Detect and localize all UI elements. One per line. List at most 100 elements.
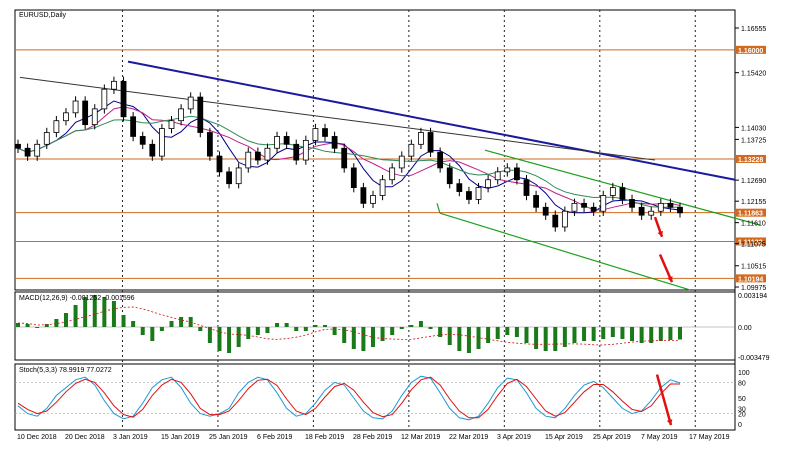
macd-bar	[111, 301, 116, 327]
macd-bar	[25, 324, 30, 327]
candle-body	[197, 96, 204, 133]
level-tag	[736, 45, 766, 54]
macd-bar	[534, 327, 539, 349]
candle-body	[379, 179, 386, 196]
macd-bar	[275, 323, 280, 327]
macd-bar	[668, 327, 673, 340]
candle-body	[561, 210, 568, 228]
candle-body	[322, 128, 328, 137]
price-tick-label: 1.12155	[741, 199, 766, 206]
macd-bar	[543, 327, 548, 351]
date-tick-label: 17 May 2019	[689, 434, 730, 441]
candle-body	[533, 195, 539, 208]
macd-bar	[380, 327, 385, 341]
candle-body	[331, 136, 338, 149]
candle-body	[216, 155, 223, 173]
macd-bar	[562, 327, 567, 347]
channel-connector	[436, 203, 441, 214]
macd-bar	[227, 327, 232, 353]
candle-body	[609, 187, 616, 196]
candle-body	[437, 151, 444, 169]
horizontal-levels	[15, 49, 735, 279]
macd-label: MACD(12,26,9) -0.001252 -0.001596	[19, 295, 135, 302]
macd-bar	[678, 327, 682, 340]
macd-bar	[35, 327, 40, 328]
macd-signal-line	[17, 306, 681, 346]
macd-bar	[447, 327, 452, 345]
macd-bar	[63, 313, 68, 327]
stoch-scale-label: 20	[738, 412, 746, 419]
macd-bar	[553, 327, 558, 351]
price-panel	[14, 9, 736, 291]
macd-bar	[246, 327, 251, 339]
candle-body	[552, 214, 559, 228]
level-tag	[736, 154, 766, 163]
macd-bar	[236, 327, 241, 347]
candle-body	[360, 187, 367, 204]
candle-body	[427, 132, 434, 153]
stoch-scale-label: 50	[738, 396, 746, 403]
candle-body	[581, 202, 587, 208]
macd-bar	[83, 297, 88, 327]
candle-body	[91, 108, 98, 126]
date-tick-label: 28 Feb 2019	[353, 434, 392, 441]
candle-body	[159, 128, 165, 157]
level-tag	[736, 237, 766, 246]
macd-bar	[514, 327, 519, 337]
candle-body	[312, 128, 319, 141]
price-tick-label: 1.11075	[741, 242, 766, 249]
macd-bar	[342, 327, 347, 343]
stoch-scale-label: 30	[738, 406, 746, 413]
macd-bar	[16, 323, 20, 327]
macd-bar	[323, 325, 328, 327]
macd-bar	[332, 327, 337, 335]
macd-scale-label: 0.003194	[738, 293, 767, 300]
macd-bar	[169, 321, 174, 327]
price-tick-label: 1.16555	[741, 26, 766, 33]
macd-bar	[524, 327, 529, 343]
candle-body	[475, 187, 482, 200]
channel-lower-line	[439, 212, 691, 291]
candle-body	[82, 100, 89, 126]
macd-bar	[428, 327, 433, 329]
candle-body	[494, 171, 501, 181]
candle-body	[466, 191, 472, 200]
medium-ma-line	[17, 106, 681, 211]
macd-scale-label: -0.003479	[738, 355, 770, 362]
down-arrow-head	[667, 276, 673, 283]
down-arrow-shaft	[655, 374, 673, 426]
candle-body	[24, 147, 31, 157]
candle-body	[53, 120, 60, 133]
date-tick-label: 22 Mar 2019	[449, 434, 488, 441]
price-tick-label: 1.12690	[741, 178, 766, 185]
trendlines	[19, 60, 761, 291]
macd-histogram: 0.003194 0.00 -0.003479	[15, 293, 770, 362]
date-tick-label: 7 May 2019	[641, 434, 678, 441]
macd-bar	[131, 321, 136, 327]
macd-bar	[591, 327, 596, 341]
date-tick-label: 3 Jan 2019	[113, 434, 148, 441]
macd-bar	[495, 327, 500, 339]
candle-body	[302, 139, 309, 161]
macd-bar	[630, 327, 635, 341]
date-tick-label: 15 Apr 2019	[545, 434, 583, 441]
price-tick-label: 1.10515	[741, 264, 766, 271]
candle-body	[63, 112, 69, 122]
stoch-scale-label: 0	[738, 422, 742, 429]
macd-bar	[255, 327, 260, 335]
candle-body	[139, 136, 146, 145]
date-tick-label: 12 Mar 2019	[401, 434, 440, 441]
stoch-scale-label: 100	[738, 370, 750, 377]
candle-body	[187, 96, 194, 110]
date-axis: 10 Dec 2018 20 Dec 2018 3 Jan 2019 15 Jan 2…	[17, 434, 730, 441]
moving-averages	[17, 100, 681, 214]
candle-body	[34, 143, 41, 157]
macd-bar	[601, 327, 606, 339]
date-tick-label: 25 Jan 2019	[209, 434, 248, 441]
candle-body	[254, 151, 261, 161]
candle-body	[341, 147, 348, 169]
macd-bar	[92, 295, 97, 327]
macd-bar	[399, 327, 404, 329]
candle-body	[523, 179, 530, 196]
